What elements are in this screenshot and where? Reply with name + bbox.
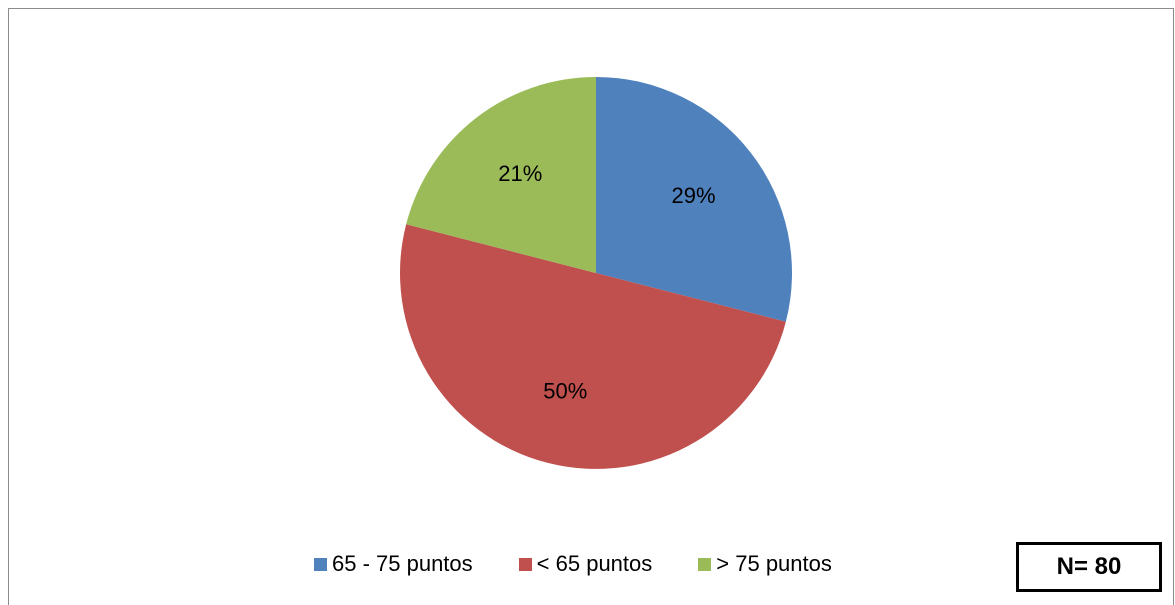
legend-label: 65 - 75 puntos bbox=[332, 551, 473, 576]
legend-swatch bbox=[518, 557, 532, 571]
legend-item-lt-65: < 65 puntos bbox=[518, 551, 653, 577]
legend-item-65-75: 65 - 75 puntos bbox=[314, 551, 473, 577]
legend-label: < 65 puntos bbox=[536, 551, 653, 576]
data-label: 21% bbox=[498, 161, 542, 186]
data-label: 50% bbox=[543, 378, 587, 403]
chart-legend: 65 - 75 puntos < 65 puntos > 75 puntos bbox=[314, 549, 878, 579]
sample-size-box: N= 80 bbox=[1016, 542, 1162, 592]
data-label: 29% bbox=[672, 183, 716, 208]
legend-swatch bbox=[698, 557, 712, 571]
pie-slice-75-puntos bbox=[406, 77, 596, 273]
legend-swatch bbox=[314, 557, 327, 571]
legend-item-gt-75: > 75 puntos bbox=[698, 551, 832, 577]
sample-size-label: N= 80 bbox=[1056, 553, 1122, 580]
legend-label: > 75 puntos bbox=[716, 551, 832, 576]
pie-slice-65-75-puntos bbox=[596, 77, 792, 322]
pie-slice-65-puntos bbox=[400, 224, 786, 469]
